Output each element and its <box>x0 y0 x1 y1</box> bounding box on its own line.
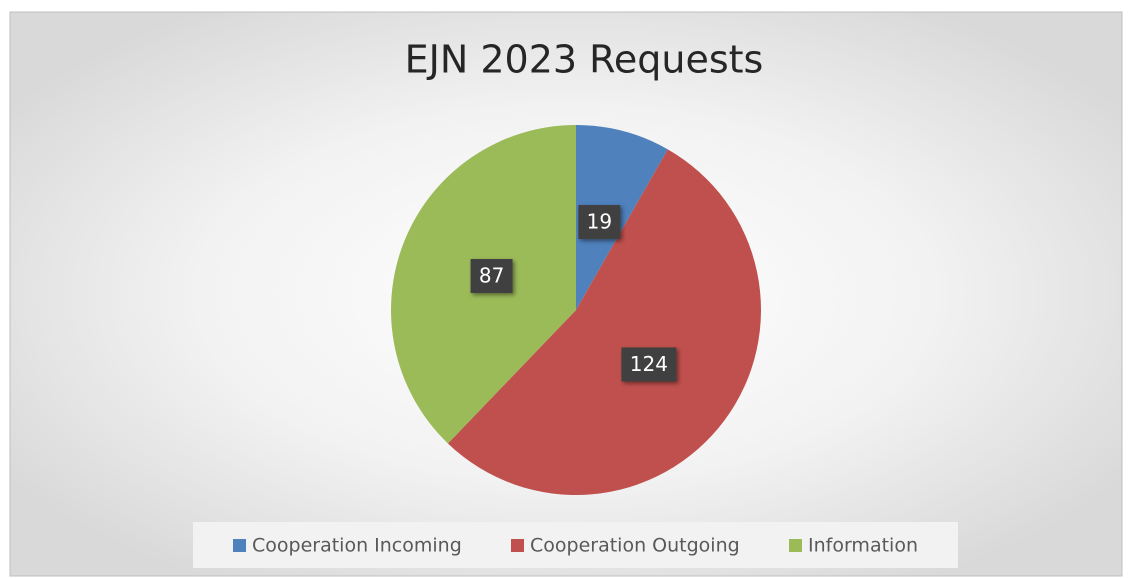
legend-label: Cooperation Incoming <box>252 535 462 557</box>
chart-title: EJN 2023 Requests <box>405 38 764 82</box>
data-label: 124 <box>630 352 668 376</box>
data-label-box <box>470 259 513 294</box>
legend-swatch <box>233 539 246 552</box>
legend-label: Information <box>808 535 918 557</box>
data-label-box <box>621 347 677 382</box>
data-label: 19 <box>587 210 612 234</box>
data-label-box <box>578 205 621 240</box>
pie-slice <box>576 125 668 310</box>
legend-swatch <box>789 539 802 552</box>
legend-swatch <box>511 539 524 552</box>
data-label: 87 <box>479 264 504 288</box>
legend <box>193 522 958 568</box>
pie-slice <box>447 149 762 495</box>
legend-label: Cooperation Outgoing <box>530 535 740 557</box>
